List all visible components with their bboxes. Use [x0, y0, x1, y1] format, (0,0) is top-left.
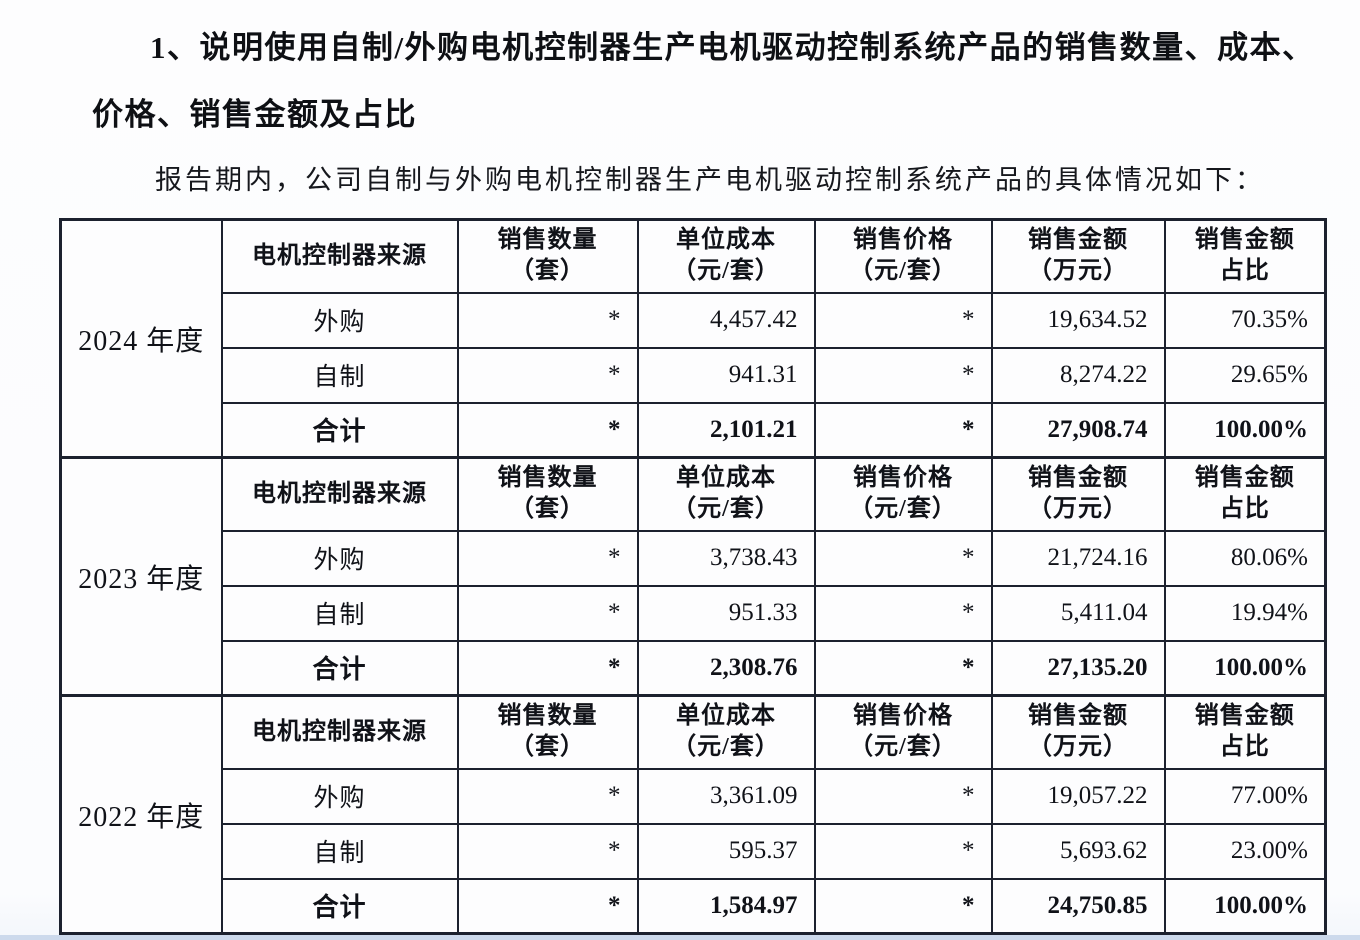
source-label: 外购 — [220, 529, 459, 587]
column-header-source: 电机控制器来源 — [220, 694, 459, 770]
share-value: 29.65% — [1163, 346, 1327, 404]
total-label: 合计 — [220, 877, 459, 935]
column-header-unit-cost: 单位成本 （元/套） — [636, 456, 816, 532]
column-header-unit-cost: 单位成本 （元/套） — [636, 218, 816, 294]
intro-paragraph: 报告期内，公司自制与外购电机控制器生产电机驱动控制系统产品的具体情况如下： — [155, 165, 1265, 195]
share-value: 80.06% — [1163, 529, 1327, 587]
qty-value: * — [456, 346, 639, 404]
share-value: 100.00% — [1163, 401, 1327, 459]
share-value: 19.94% — [1163, 584, 1327, 642]
section-heading-line1: 1、说明使用自制/外购电机控制器生产电机驱动控制系统产品的销售数量、成本、 — [150, 30, 1315, 65]
total-row: 合计 * 2,308.76 * 27,135.20 100.00% — [61, 639, 1327, 697]
header-row: 2022 年度 电机控制器来源 销售数量 （套） 单位成本 （元/套） 销售价格… — [59, 694, 1327, 935]
total-label: 合计 — [220, 401, 459, 459]
column-header-amount: 销售金额 （万元） — [990, 218, 1166, 294]
unit-cost-value: 1,584.97 — [636, 877, 816, 935]
table-row: 外购 * 4,457.42 * 19,634.52 70.35% — [61, 291, 1327, 349]
source-label: 自制 — [220, 346, 459, 404]
unit-cost-value: 2,308.76 — [636, 639, 816, 697]
table-section-2024: 2024 年度 电机控制器来源 销售数量 （套） 单位成本 （元/套） 销售价格… — [59, 218, 1327, 459]
table-row: 外购 * 3,738.43 * 21,724.16 80.06% — [61, 529, 1327, 587]
column-header-source: 电机控制器来源 — [220, 218, 459, 294]
price-value: * — [813, 346, 993, 404]
qty-value: * — [456, 401, 639, 459]
amount-value: 8,274.22 — [990, 346, 1166, 404]
unit-cost-value: 951.33 — [636, 584, 816, 642]
column-header-price: 销售价格 （元/套） — [813, 218, 993, 294]
share-value: 77.00% — [1163, 767, 1327, 825]
share-value: 23.00% — [1163, 822, 1327, 880]
unit-cost-value: 3,738.43 — [636, 529, 816, 587]
column-header-amount: 销售金额 （万元） — [990, 694, 1166, 770]
total-row: 合计 * 2,101.21 * 27,908.74 100.00% — [61, 401, 1327, 459]
column-header-share: 销售金额 占比 — [1163, 456, 1327, 532]
column-header-qty: 销售数量 （套） — [456, 694, 639, 770]
table-row: 自制 * 595.37 * 5,693.62 23.00% — [61, 822, 1327, 880]
source-label: 自制 — [220, 584, 459, 642]
column-header-qty: 销售数量 （套） — [456, 456, 639, 532]
qty-value: * — [456, 529, 639, 587]
unit-cost-value: 3,361.09 — [636, 767, 816, 825]
sales-data-table: 2024 年度 电机控制器来源 销售数量 （套） 单位成本 （元/套） 销售价格… — [59, 218, 1327, 935]
unit-cost-value: 2,101.21 — [636, 401, 816, 459]
table-section-2022: 2022 年度 电机控制器来源 销售数量 （套） 单位成本 （元/套） 销售价格… — [59, 694, 1327, 935]
price-value: * — [813, 401, 993, 459]
amount-value: 5,693.62 — [990, 822, 1166, 880]
header-row: 2024 年度 电机控制器来源 销售数量 （套） 单位成本 （元/套） 销售价格… — [59, 218, 1327, 459]
share-value: 100.00% — [1163, 877, 1327, 935]
qty-value: * — [456, 822, 639, 880]
source-label: 外购 — [220, 291, 459, 349]
section-heading-line2: 价格、销售金额及占比 — [92, 97, 417, 132]
year-cell: 2024 年度 — [59, 218, 223, 459]
total-row: 合计 * 1,584.97 * 24,750.85 100.00% — [61, 877, 1327, 935]
column-header-source: 电机控制器来源 — [220, 456, 459, 532]
page-bottom-edge — [0, 935, 1360, 940]
table-row: 外购 * 3,361.09 * 19,057.22 77.00% — [61, 767, 1327, 825]
unit-cost-value: 595.37 — [636, 822, 816, 880]
price-value: * — [813, 291, 993, 349]
amount-value: 27,135.20 — [990, 639, 1166, 697]
table-section-2023: 2023 年度 电机控制器来源 销售数量 （套） 单位成本 （元/套） 销售价格… — [59, 456, 1327, 697]
column-header-price: 销售价格 （元/套） — [813, 456, 993, 532]
year-cell: 2023 年度 — [59, 456, 223, 697]
total-label: 合计 — [220, 639, 459, 697]
column-header-share: 销售金额 占比 — [1163, 218, 1327, 294]
section-heading: 1、说明使用自制/外购电机控制器生产电机驱动控制系统产品的销售数量、成本、 价格… — [92, 14, 1330, 148]
table-row: 自制 * 941.31 * 8,274.22 29.65% — [61, 346, 1327, 404]
amount-value: 19,634.52 — [990, 291, 1166, 349]
column-header-unit-cost: 单位成本 （元/套） — [636, 694, 816, 770]
table-row: 自制 * 951.33 * 5,411.04 19.94% — [61, 584, 1327, 642]
column-header-price: 销售价格 （元/套） — [813, 694, 993, 770]
column-header-qty: 销售数量 （套） — [456, 218, 639, 294]
qty-value: * — [456, 639, 639, 697]
qty-value: * — [456, 584, 639, 642]
source-label: 外购 — [220, 767, 459, 825]
amount-value: 27,908.74 — [990, 401, 1166, 459]
header-row: 2023 年度 电机控制器来源 销售数量 （套） 单位成本 （元/套） 销售价格… — [59, 456, 1327, 697]
price-value: * — [813, 767, 993, 825]
unit-cost-value: 941.31 — [636, 346, 816, 404]
amount-value: 21,724.16 — [990, 529, 1166, 587]
share-value: 100.00% — [1163, 639, 1327, 697]
column-header-share: 销售金额 占比 — [1163, 694, 1327, 770]
price-value: * — [813, 529, 993, 587]
qty-value: * — [456, 291, 639, 349]
amount-value: 24,750.85 — [990, 877, 1166, 935]
source-label: 自制 — [220, 822, 459, 880]
qty-value: * — [456, 877, 639, 935]
year-cell: 2022 年度 — [59, 694, 223, 935]
price-value: * — [813, 639, 993, 697]
amount-value: 19,057.22 — [990, 767, 1166, 825]
qty-value: * — [456, 767, 639, 825]
share-value: 70.35% — [1163, 291, 1327, 349]
price-value: * — [813, 822, 993, 880]
unit-cost-value: 4,457.42 — [636, 291, 816, 349]
price-value: * — [813, 584, 993, 642]
amount-value: 5,411.04 — [990, 584, 1166, 642]
price-value: * — [813, 877, 993, 935]
column-header-amount: 销售金额 （万元） — [990, 456, 1166, 532]
